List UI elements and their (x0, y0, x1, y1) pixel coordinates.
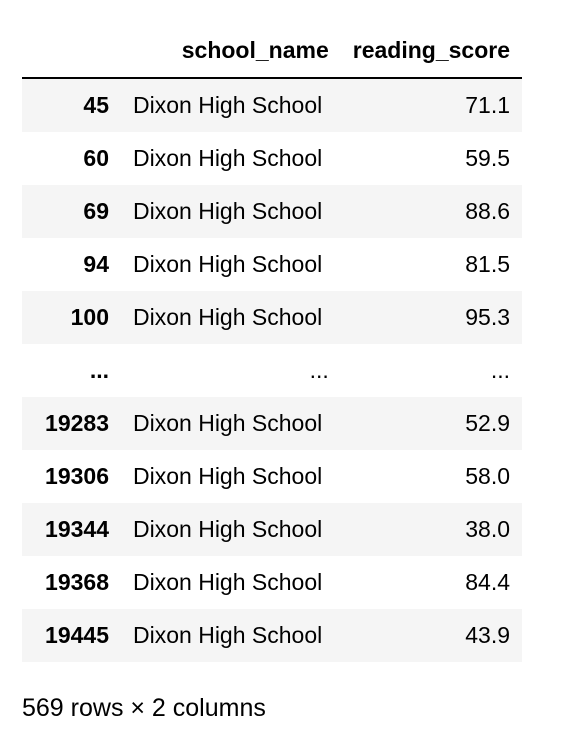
reading-score-column-header: reading_score (340, 24, 522, 79)
reading-score-cell: 88.6 (465, 198, 510, 224)
dataframe-table: school_name reading_score 45 Dixon High … (22, 24, 522, 662)
reading-score-cell: 43.9 (465, 622, 510, 648)
reading-score-cell: 38.0 (465, 516, 510, 542)
row-index: 19306 (45, 463, 110, 489)
school-name-cell: Dixon High School (133, 198, 323, 224)
header-row: school_name reading_score (22, 24, 522, 79)
school-name-cell: Dixon High School (133, 410, 323, 436)
school-name-cell: Dixon High School (133, 569, 323, 595)
table-header: school_name reading_score (22, 24, 522, 79)
reading-score-cell: 84.4 (465, 569, 510, 595)
row-index: 94 (83, 251, 110, 277)
table-body: 45 Dixon High School 71.1 60 Dixon High … (22, 78, 522, 662)
table-row: 19283 Dixon High School 52.9 (22, 397, 522, 450)
school-name-ellipsis: ... (309, 357, 329, 383)
reading-score-cell: 59.5 (465, 145, 510, 171)
dataframe-shape-note: 569 rows × 2 columns (22, 694, 266, 722)
school-name-cell: Dixon High School (133, 145, 323, 171)
school-name-cell: Dixon High School (133, 251, 323, 277)
table-row: 69 Dixon High School 88.6 (22, 185, 522, 238)
row-index: 45 (83, 92, 110, 118)
row-index-ellipsis: ... (89, 357, 110, 383)
index-column-header (22, 24, 122, 79)
school-name-cell: Dixon High School (133, 92, 323, 118)
school-name-cell: Dixon High School (133, 516, 323, 542)
school-name-cell: Dixon High School (133, 622, 323, 648)
row-index: 19283 (45, 410, 110, 436)
row-index: 60 (83, 145, 110, 171)
row-index: 19368 (45, 569, 110, 595)
table-row: 19368 Dixon High School 84.4 (22, 556, 522, 609)
table-row: 60 Dixon High School 59.5 (22, 132, 522, 185)
reading-score-cell: 81.5 (465, 251, 510, 277)
table-row: 100 Dixon High School 95.3 (22, 291, 522, 344)
reading-score-cell: 58.0 (465, 463, 510, 489)
reading-score-cell: 71.1 (465, 92, 510, 118)
table-row: 19344 Dixon High School 38.0 (22, 503, 522, 556)
reading-score-cell: 95.3 (465, 304, 510, 330)
row-index: 19344 (45, 516, 110, 542)
row-index: 100 (70, 304, 110, 330)
school-name-column-header: school_name (121, 24, 341, 79)
school-name-cell: Dixon High School (133, 304, 323, 330)
school-name-cell: Dixon High School (133, 463, 323, 489)
dataframe-output: school_name reading_score 45 Dixon High … (22, 24, 522, 662)
table-row: 19306 Dixon High School 58.0 (22, 450, 522, 503)
ellipsis-row: ... ... ... (22, 344, 522, 397)
row-index: 19445 (45, 622, 110, 648)
table-row: 19445 Dixon High School 43.9 (22, 609, 522, 662)
reading-score-cell: 52.9 (465, 410, 510, 436)
table-row: 45 Dixon High School 71.1 (22, 78, 522, 132)
row-index: 69 (83, 198, 110, 224)
table-row: 94 Dixon High School 81.5 (22, 238, 522, 291)
reading-score-ellipsis: ... (490, 357, 510, 383)
